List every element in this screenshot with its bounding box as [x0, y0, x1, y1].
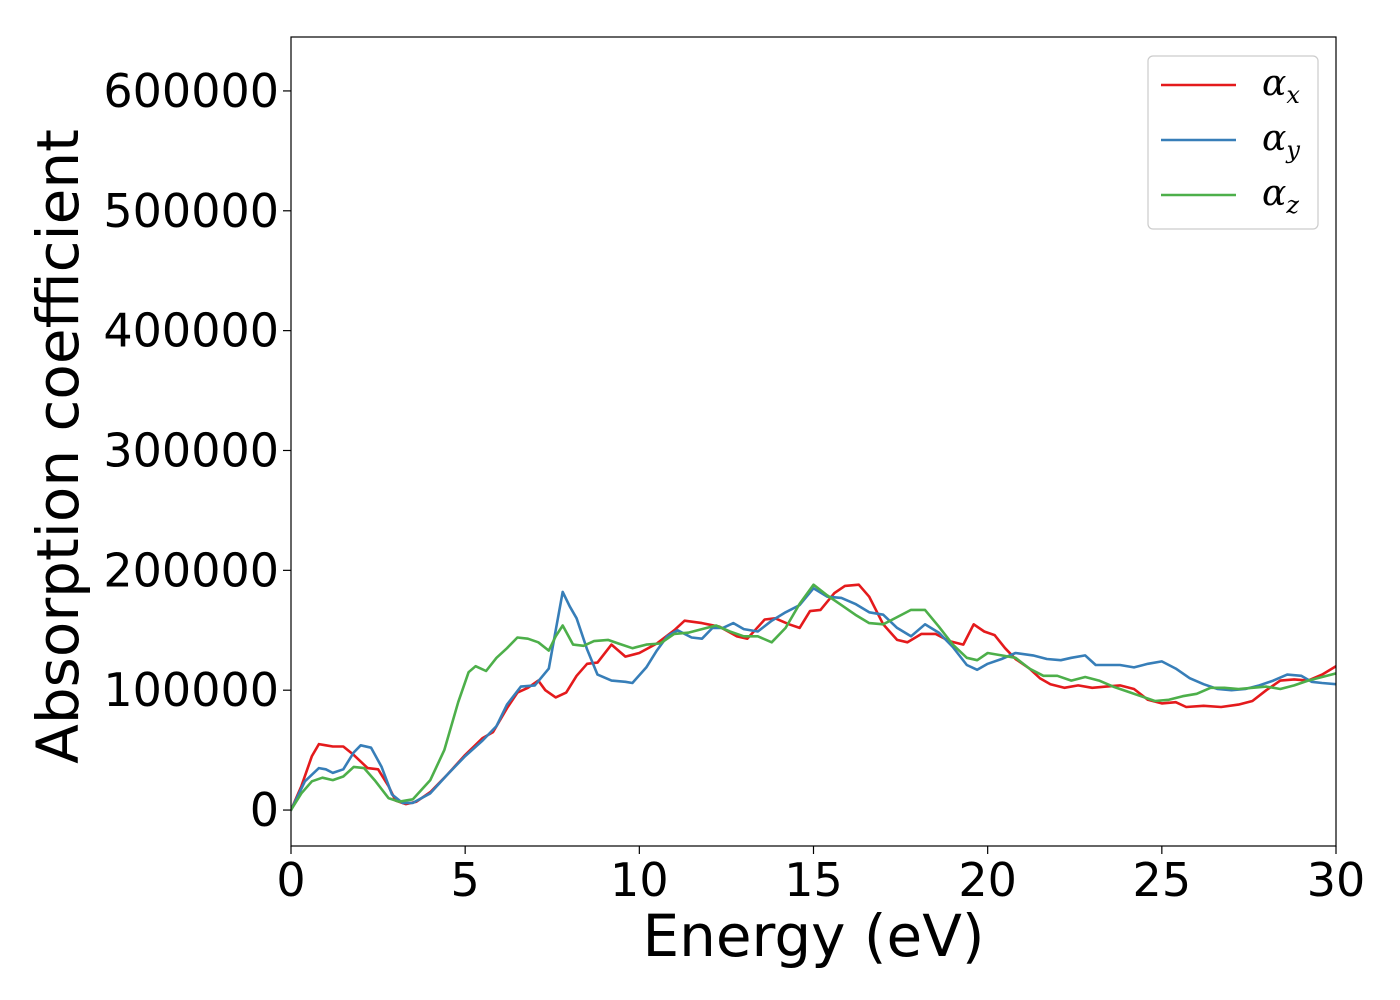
x-tick-label: 25 [1133, 853, 1192, 907]
y-tick-label: 300000 [103, 423, 279, 477]
x-tick-label: 20 [958, 853, 1017, 907]
series-line-y [291, 587, 1336, 812]
y-tick-label: 600000 [103, 64, 279, 118]
x-tick-label: 30 [1307, 853, 1366, 907]
y-tick-label: 400000 [103, 304, 279, 358]
legend-label: αy [1262, 118, 1300, 164]
x-tick-label: 10 [610, 853, 669, 907]
legend-label: αz [1262, 173, 1299, 219]
y-tick-label: 500000 [103, 184, 279, 238]
x-tick-label: 0 [276, 853, 305, 907]
series-line-z [291, 583, 1336, 812]
y-axis: 0 100000 200000 300000 400000 500000 600000 [103, 64, 291, 837]
x-axis: 0 5 10 15 20 25 30 [276, 846, 1365, 907]
legend: αx αy αz [1147, 55, 1319, 230]
y-tick-label: 0 [250, 783, 279, 837]
y-tick-label: 100000 [103, 663, 279, 717]
x-axis-title: Energy (eV) [642, 902, 984, 970]
legend-label: αx [1262, 63, 1300, 109]
x-tick-label: 15 [784, 853, 843, 907]
series-layer [291, 583, 1336, 812]
y-tick-label: 200000 [103, 543, 279, 597]
x-tick-label: 5 [451, 853, 480, 907]
y-axis-title: Absorption coefficient [24, 129, 92, 764]
legend-box [1147, 55, 1319, 230]
